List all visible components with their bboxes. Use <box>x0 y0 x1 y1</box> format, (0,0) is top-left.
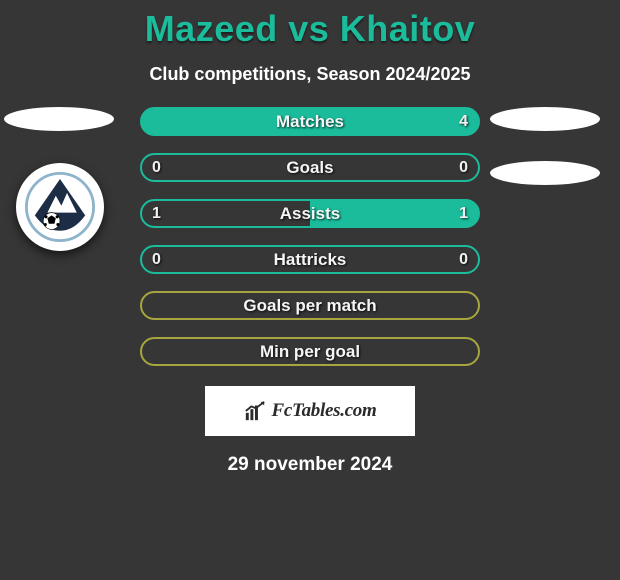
stat-label: Min per goal <box>260 342 360 362</box>
stat-value-left: 0 <box>152 251 161 269</box>
stat-label: Hattricks <box>274 250 347 270</box>
team-badge <box>16 163 104 251</box>
stat-row: Min per goal <box>140 337 480 366</box>
stat-value-left: 0 <box>152 159 161 177</box>
stat-row: Assists 1 1 <box>140 199 480 228</box>
page-title: Mazeed vs Khaitov <box>0 0 620 50</box>
stat-value-right: 4 <box>459 113 468 131</box>
stat-row: Goals 0 0 <box>140 153 480 182</box>
footer-brand-text: FcTables.com <box>272 400 377 422</box>
team-badge-icon <box>25 172 95 242</box>
stat-value-left: 1 <box>152 205 161 223</box>
stat-row: Hattricks 0 0 <box>140 245 480 274</box>
content-area: Matches4Goals00Assists11Hattricks00Goals… <box>0 107 620 366</box>
right-team-slot-1 <box>490 107 600 131</box>
stat-row: Goals per match <box>140 291 480 320</box>
right-team-slot-2 <box>490 161 600 185</box>
subtitle: Club competitions, Season 2024/2025 <box>0 64 620 85</box>
left-team-slot <box>4 107 114 131</box>
stat-label: Matches <box>276 112 344 132</box>
stat-label: Goals per match <box>243 296 376 316</box>
chart-icon <box>244 400 266 422</box>
stat-value-right: 0 <box>459 159 468 177</box>
stat-row: Matches 4 <box>140 107 480 136</box>
stat-rows: Matches4Goals00Assists11Hattricks00Goals… <box>140 107 480 366</box>
stat-value-right: 1 <box>459 205 468 223</box>
footer-brand-panel: FcTables.com <box>205 386 415 436</box>
stat-value-right: 0 <box>459 251 468 269</box>
stat-label: Goals <box>286 158 333 178</box>
date-text: 29 november 2024 <box>0 454 620 476</box>
stat-label: Assists <box>280 204 340 224</box>
